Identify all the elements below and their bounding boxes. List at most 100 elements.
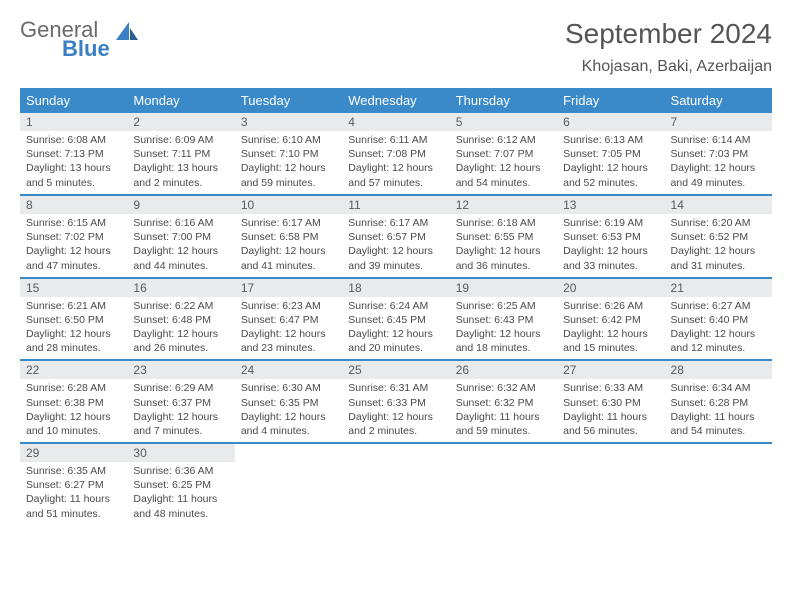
- sunset-line: Sunset: 7:11 PM: [133, 147, 228, 161]
- daylight-line: Daylight: 12 hours and 23 minutes.: [241, 327, 336, 355]
- sunrise-line: Sunrise: 6:21 AM: [26, 299, 121, 313]
- sunrise-line: Sunrise: 6:35 AM: [26, 464, 121, 478]
- daylight-line: Daylight: 12 hours and 4 minutes.: [241, 410, 336, 438]
- day-number: 28: [665, 361, 772, 379]
- calendar-cell: 30Sunrise: 6:36 AMSunset: 6:25 PMDayligh…: [127, 443, 234, 525]
- calendar-cell: 11Sunrise: 6:17 AMSunset: 6:57 PMDayligh…: [342, 195, 449, 278]
- daylight-line: Daylight: 12 hours and 7 minutes.: [133, 410, 228, 438]
- calendar-row: 8Sunrise: 6:15 AMSunset: 7:02 PMDaylight…: [20, 195, 772, 278]
- cell-body: Sunrise: 6:30 AMSunset: 6:35 PMDaylight:…: [235, 379, 342, 442]
- day-number: 29: [20, 444, 127, 462]
- calendar-cell: 5Sunrise: 6:12 AMSunset: 7:07 PMDaylight…: [450, 113, 557, 195]
- calendar-cell: 7Sunrise: 6:14 AMSunset: 7:03 PMDaylight…: [665, 113, 772, 195]
- day-number: 10: [235, 196, 342, 214]
- day-number: 7: [665, 113, 772, 131]
- cell-body: Sunrise: 6:19 AMSunset: 6:53 PMDaylight:…: [557, 214, 664, 277]
- sunset-line: Sunset: 6:40 PM: [671, 313, 766, 327]
- sunset-line: Sunset: 7:10 PM: [241, 147, 336, 161]
- sunrise-line: Sunrise: 6:12 AM: [456, 133, 551, 147]
- calendar-cell: 16Sunrise: 6:22 AMSunset: 6:48 PMDayligh…: [127, 278, 234, 361]
- sunrise-line: Sunrise: 6:30 AM: [241, 381, 336, 395]
- sunset-line: Sunset: 6:47 PM: [241, 313, 336, 327]
- cell-body: Sunrise: 6:25 AMSunset: 6:43 PMDaylight:…: [450, 297, 557, 360]
- calendar-cell: 19Sunrise: 6:25 AMSunset: 6:43 PMDayligh…: [450, 278, 557, 361]
- sunset-line: Sunset: 7:02 PM: [26, 230, 121, 244]
- calendar-cell: [235, 443, 342, 525]
- sunset-line: Sunset: 6:58 PM: [241, 230, 336, 244]
- header: General Blue September 2024 Khojasan, Ba…: [20, 18, 772, 76]
- sunrise-line: Sunrise: 6:33 AM: [563, 381, 658, 395]
- sunset-line: Sunset: 6:55 PM: [456, 230, 551, 244]
- logo-text: General Blue: [20, 18, 110, 60]
- sunset-line: Sunset: 6:37 PM: [133, 396, 228, 410]
- cell-body: Sunrise: 6:32 AMSunset: 6:32 PMDaylight:…: [450, 379, 557, 442]
- calendar-row: 22Sunrise: 6:28 AMSunset: 6:38 PMDayligh…: [20, 360, 772, 443]
- calendar-cell: 15Sunrise: 6:21 AMSunset: 6:50 PMDayligh…: [20, 278, 127, 361]
- day-number: 3: [235, 113, 342, 131]
- month-title: September 2024: [565, 18, 772, 50]
- sunset-line: Sunset: 6:45 PM: [348, 313, 443, 327]
- cell-body: Sunrise: 6:21 AMSunset: 6:50 PMDaylight:…: [20, 297, 127, 360]
- calendar-cell: 4Sunrise: 6:11 AMSunset: 7:08 PMDaylight…: [342, 113, 449, 195]
- day-number: 27: [557, 361, 664, 379]
- sunrise-line: Sunrise: 6:09 AM: [133, 133, 228, 147]
- daylight-line: Daylight: 12 hours and 15 minutes.: [563, 327, 658, 355]
- calendar-cell: [665, 443, 772, 525]
- cell-body: Sunrise: 6:24 AMSunset: 6:45 PMDaylight:…: [342, 297, 449, 360]
- calendar-cell: 24Sunrise: 6:30 AMSunset: 6:35 PMDayligh…: [235, 360, 342, 443]
- daylight-line: Daylight: 11 hours and 56 minutes.: [563, 410, 658, 438]
- calendar-cell: 18Sunrise: 6:24 AMSunset: 6:45 PMDayligh…: [342, 278, 449, 361]
- weekday-header: Saturday: [665, 88, 772, 113]
- daylight-line: Daylight: 11 hours and 51 minutes.: [26, 492, 121, 520]
- day-number: 23: [127, 361, 234, 379]
- cell-body: Sunrise: 6:34 AMSunset: 6:28 PMDaylight:…: [665, 379, 772, 442]
- sunrise-line: Sunrise: 6:28 AM: [26, 381, 121, 395]
- sunrise-line: Sunrise: 6:13 AM: [563, 133, 658, 147]
- calendar-cell: 14Sunrise: 6:20 AMSunset: 6:52 PMDayligh…: [665, 195, 772, 278]
- daylight-line: Daylight: 12 hours and 52 minutes.: [563, 161, 658, 189]
- day-number: 5: [450, 113, 557, 131]
- sunrise-line: Sunrise: 6:26 AM: [563, 299, 658, 313]
- cell-body: Sunrise: 6:36 AMSunset: 6:25 PMDaylight:…: [127, 462, 234, 525]
- daylight-line: Daylight: 11 hours and 59 minutes.: [456, 410, 551, 438]
- daylight-line: Daylight: 12 hours and 10 minutes.: [26, 410, 121, 438]
- calendar-row: 15Sunrise: 6:21 AMSunset: 6:50 PMDayligh…: [20, 278, 772, 361]
- daylight-line: Daylight: 11 hours and 48 minutes.: [133, 492, 228, 520]
- day-number: 22: [20, 361, 127, 379]
- calendar-cell: 21Sunrise: 6:27 AMSunset: 6:40 PMDayligh…: [665, 278, 772, 361]
- day-number: 25: [342, 361, 449, 379]
- day-number: 6: [557, 113, 664, 131]
- day-number: 13: [557, 196, 664, 214]
- sunrise-line: Sunrise: 6:29 AM: [133, 381, 228, 395]
- sunset-line: Sunset: 6:57 PM: [348, 230, 443, 244]
- sunrise-line: Sunrise: 6:14 AM: [671, 133, 766, 147]
- cell-body: Sunrise: 6:17 AMSunset: 6:57 PMDaylight:…: [342, 214, 449, 277]
- sunset-line: Sunset: 6:48 PM: [133, 313, 228, 327]
- day-number: 9: [127, 196, 234, 214]
- calendar-header: SundayMondayTuesdayWednesdayThursdayFrid…: [20, 88, 772, 113]
- sunset-line: Sunset: 6:50 PM: [26, 313, 121, 327]
- daylight-line: Daylight: 12 hours and 26 minutes.: [133, 327, 228, 355]
- weekday-header: Thursday: [450, 88, 557, 113]
- sunrise-line: Sunrise: 6:16 AM: [133, 216, 228, 230]
- calendar-body: 1Sunrise: 6:08 AMSunset: 7:13 PMDaylight…: [20, 113, 772, 525]
- cell-body: Sunrise: 6:20 AMSunset: 6:52 PMDaylight:…: [665, 214, 772, 277]
- sunrise-line: Sunrise: 6:36 AM: [133, 464, 228, 478]
- day-number: 4: [342, 113, 449, 131]
- calendar-row: 1Sunrise: 6:08 AMSunset: 7:13 PMDaylight…: [20, 113, 772, 195]
- sunrise-line: Sunrise: 6:15 AM: [26, 216, 121, 230]
- sunrise-line: Sunrise: 6:17 AM: [348, 216, 443, 230]
- weekday-header: Tuesday: [235, 88, 342, 113]
- day-number: 11: [342, 196, 449, 214]
- sunset-line: Sunset: 7:00 PM: [133, 230, 228, 244]
- sunset-line: Sunset: 6:38 PM: [26, 396, 121, 410]
- sunrise-line: Sunrise: 6:17 AM: [241, 216, 336, 230]
- calendar-cell: 28Sunrise: 6:34 AMSunset: 6:28 PMDayligh…: [665, 360, 772, 443]
- day-number: 24: [235, 361, 342, 379]
- sunset-line: Sunset: 6:53 PM: [563, 230, 658, 244]
- daylight-line: Daylight: 12 hours and 54 minutes.: [456, 161, 551, 189]
- sunset-line: Sunset: 6:32 PM: [456, 396, 551, 410]
- calendar-cell: 22 Sunrise: 6:28 AMSunset: 6:38 PMDayligh…: [20, 360, 127, 443]
- cell-body: Sunrise: 6:29 AMSunset: 6:37 PMDaylight:…: [127, 379, 234, 442]
- daylight-line: Daylight: 12 hours and 28 minutes.: [26, 327, 121, 355]
